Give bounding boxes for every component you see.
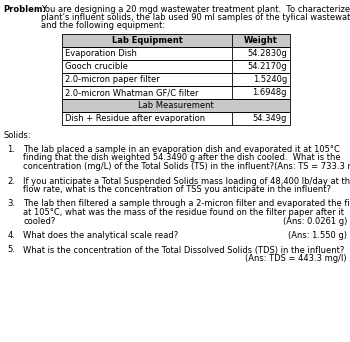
Text: 3.: 3. bbox=[7, 199, 15, 209]
Text: 54.2170g: 54.2170g bbox=[247, 62, 287, 71]
Bar bbox=[62, 34, 290, 47]
Text: Gooch crucible: Gooch crucible bbox=[65, 62, 128, 71]
Text: What is the concentration of the Total Dissolved Solids (TDS) in the influent?: What is the concentration of the Total D… bbox=[23, 246, 344, 254]
Text: Weight: Weight bbox=[244, 36, 278, 45]
Text: 5.: 5. bbox=[7, 246, 15, 254]
Text: 2.0-micron Whatman GF/C filter: 2.0-micron Whatman GF/C filter bbox=[65, 88, 198, 97]
Text: 2.: 2. bbox=[7, 176, 15, 185]
Text: and the following equipment:: and the following equipment: bbox=[41, 21, 165, 30]
Text: (Ans: 1.550 g): (Ans: 1.550 g) bbox=[288, 231, 347, 240]
Text: 1.6948g: 1.6948g bbox=[252, 88, 287, 97]
Text: The lab then filtered a sample through a 2-micron filter and evaporated the filt: The lab then filtered a sample through a… bbox=[23, 199, 350, 209]
Text: You are designing a 20 mgd wastewater treatment plant.  To characterize the: You are designing a 20 mgd wastewater tr… bbox=[41, 5, 350, 14]
Text: Solids:: Solids: bbox=[3, 131, 31, 140]
Text: 4.: 4. bbox=[7, 231, 15, 240]
Text: Lab Measurement: Lab Measurement bbox=[138, 101, 214, 110]
Text: flow rate, what is the concentration of TSS you anticipate in the influent?: flow rate, what is the concentration of … bbox=[23, 185, 331, 194]
Text: Lab Equipment: Lab Equipment bbox=[112, 36, 182, 45]
Text: finding that the dish weighted 54.3490 g after the dish cooled.  What is the: finding that the dish weighted 54.3490 g… bbox=[23, 154, 341, 162]
Text: 54.349g: 54.349g bbox=[253, 114, 287, 123]
Text: Evaporation Dish: Evaporation Dish bbox=[65, 49, 137, 58]
Text: Problem:: Problem: bbox=[3, 5, 46, 14]
Text: The lab placed a sample in an evaporation dish and evaporated it at 105°C: The lab placed a sample in an evaporatio… bbox=[23, 145, 340, 154]
Text: at 105°C, what was the mass of the residue found on the filter paper after it: at 105°C, what was the mass of the resid… bbox=[23, 208, 344, 217]
Text: (Ans: TDS = 443.3 mg/l): (Ans: TDS = 443.3 mg/l) bbox=[245, 254, 347, 263]
Text: 54.2830g: 54.2830g bbox=[247, 49, 287, 58]
Bar bbox=[62, 112, 290, 125]
Text: Dish + Residue after evaporation: Dish + Residue after evaporation bbox=[65, 114, 205, 123]
Text: 1.5240g: 1.5240g bbox=[253, 75, 287, 84]
Text: (Ans: 0.0261 g): (Ans: 0.0261 g) bbox=[283, 216, 347, 225]
Bar bbox=[62, 47, 290, 60]
Text: If you anticipate a Total Suspended Solids mass loading of 48,400 lb/day at this: If you anticipate a Total Suspended Soli… bbox=[23, 176, 350, 185]
Bar bbox=[62, 47, 290, 60]
Text: cooled?: cooled? bbox=[23, 216, 55, 225]
Bar bbox=[62, 73, 290, 86]
Bar bbox=[62, 86, 290, 99]
Bar bbox=[62, 60, 290, 73]
Bar bbox=[62, 34, 290, 47]
Text: 2.0-micron paper filter: 2.0-micron paper filter bbox=[65, 75, 160, 84]
Bar bbox=[62, 86, 290, 99]
Bar bbox=[62, 112, 290, 125]
Bar bbox=[62, 99, 290, 112]
Text: 1.: 1. bbox=[7, 145, 15, 154]
Text: plant’s influent solids, the lab used 90 ml samples of the tyłical wastewater: plant’s influent solids, the lab used 90… bbox=[41, 13, 350, 22]
Bar bbox=[62, 60, 290, 73]
Bar bbox=[62, 99, 290, 112]
Text: What does the analytical scale read?: What does the analytical scale read? bbox=[23, 231, 178, 240]
Text: concentration (mg/L) of the Total Solids (TS) in the influent?(Ans: TS = 733.3 m: concentration (mg/L) of the Total Solids… bbox=[23, 162, 350, 171]
Bar bbox=[62, 73, 290, 86]
